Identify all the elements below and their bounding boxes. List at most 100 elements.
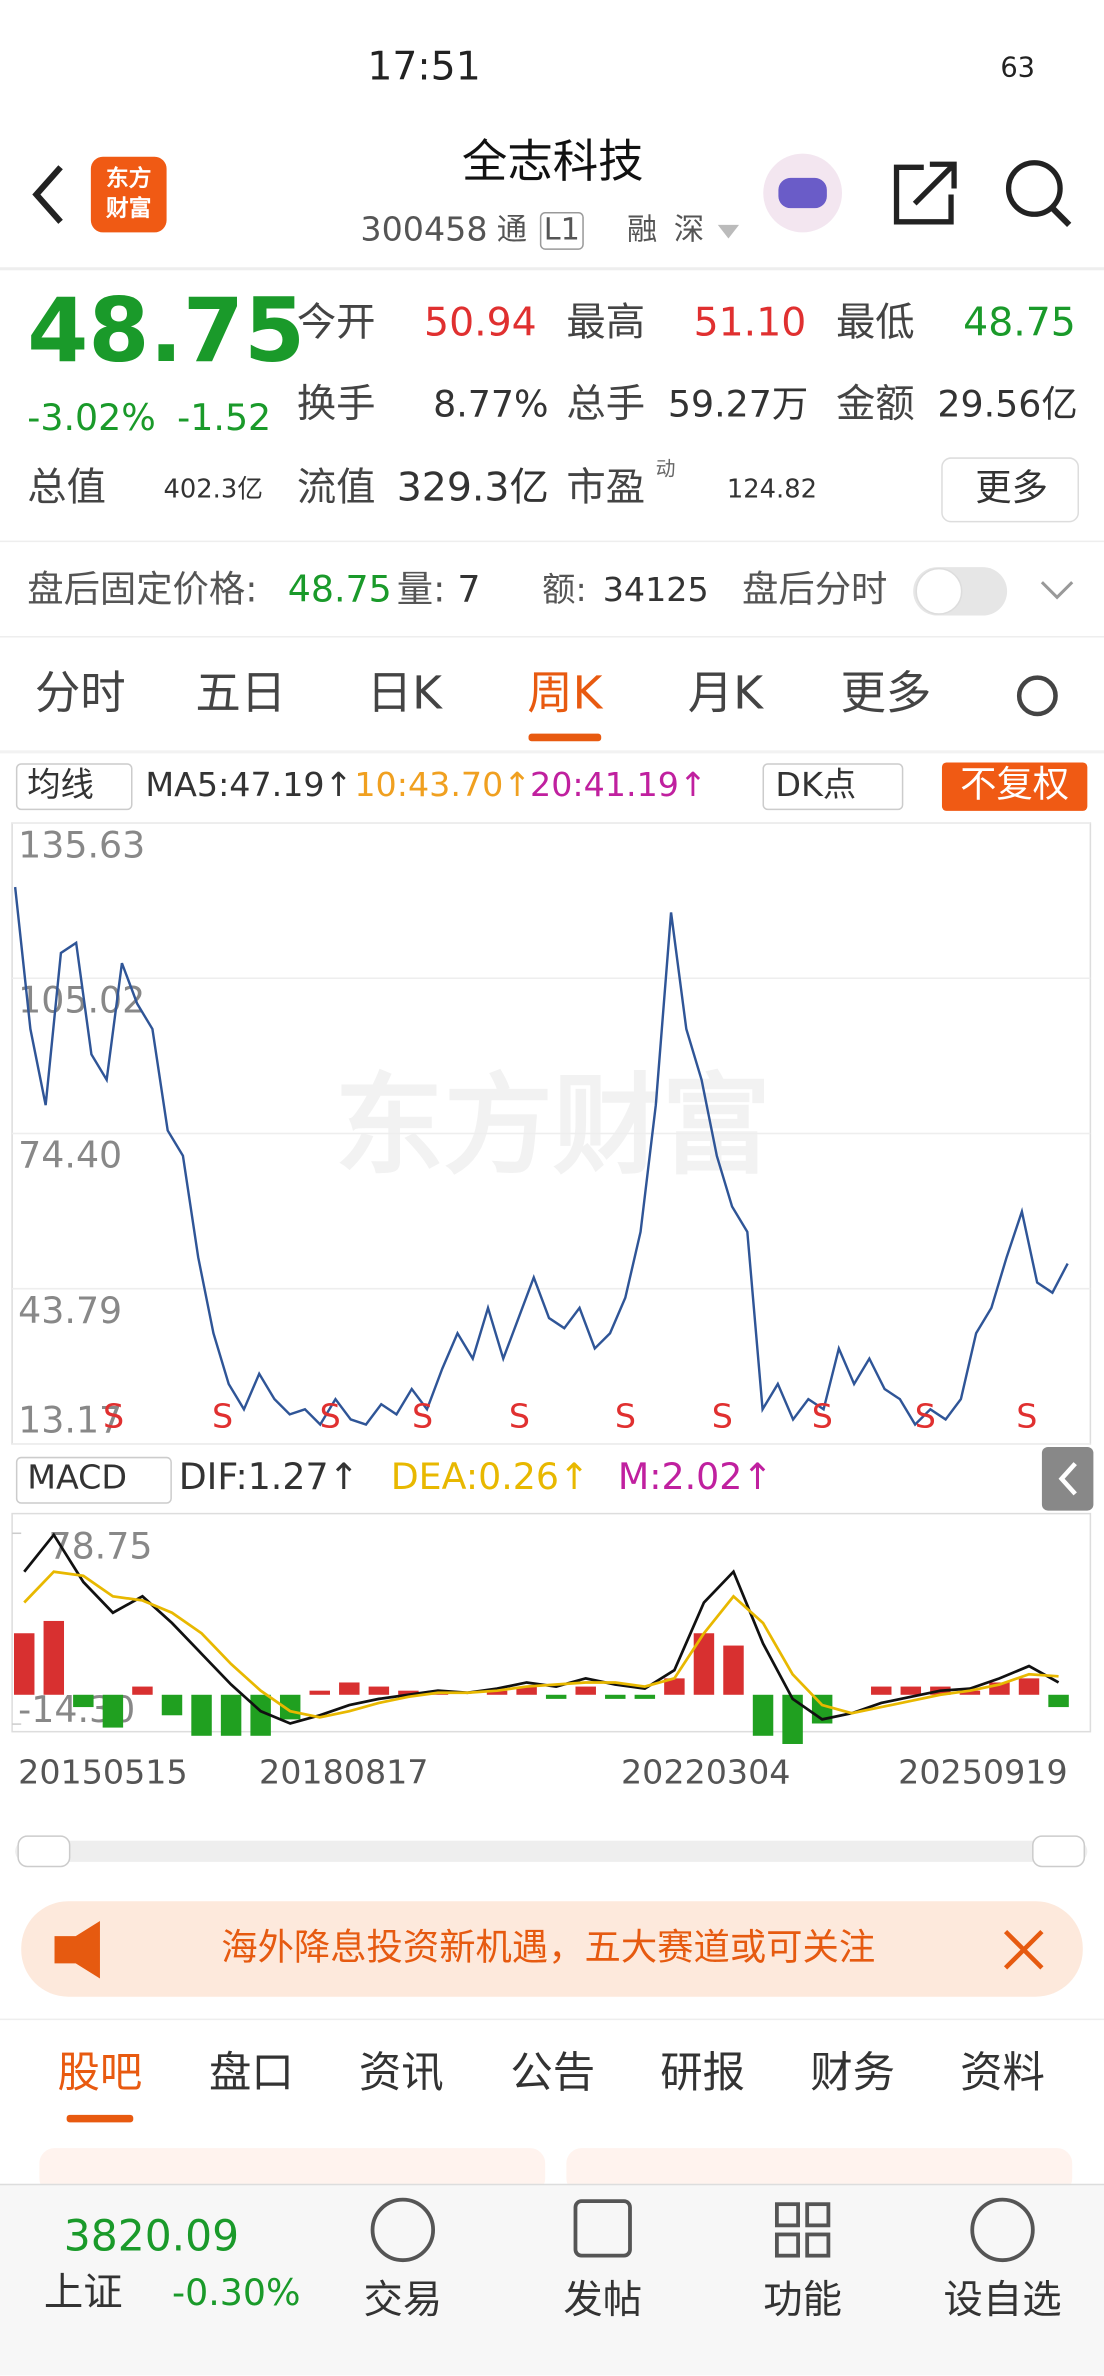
card[interactable]: [566, 2148, 1073, 2194]
bottom-tab[interactable]: 股吧: [58, 2048, 143, 2097]
bottom-tab[interactable]: 财务: [810, 2048, 895, 2097]
search-handle: [1050, 206, 1072, 227]
settings-icon[interactable]: [1016, 675, 1058, 717]
field-label: 总值: [27, 464, 106, 510]
bottom-tab[interactable]: 资料: [960, 2048, 1045, 2097]
watchlist-icon[interactable]: [970, 2197, 1035, 2263]
field-value: 51.10: [694, 299, 807, 345]
macd-bar: [575, 1686, 596, 1695]
scroll-handle[interactable]: [17, 1835, 71, 1868]
watermark: 东方财富: [335, 1062, 771, 1189]
field-label: 总手: [566, 381, 645, 427]
indicator: 均线: [27, 765, 94, 804]
close-banner[interactable]: [1003, 1929, 1044, 1970]
back-button[interactable]: [32, 165, 63, 224]
logo[interactable]: [90, 156, 167, 233]
tab-underline: [528, 733, 602, 742]
tab[interactable]: 更多: [841, 666, 932, 719]
bottom-tab[interactable]: 研报: [660, 2048, 745, 2097]
price-line: [13, 886, 1069, 1427]
tag-box: [539, 211, 584, 250]
stock-code: 300458: [360, 209, 487, 248]
y-tick-label: 78.75: [48, 1524, 152, 1567]
macd-box[interactable]: [15, 1456, 172, 1504]
nav-item[interactable]: 交易: [363, 2277, 442, 2323]
banner[interactable]: [21, 1901, 1083, 1997]
stock-name: 全志科技: [462, 135, 644, 188]
macd-bar: [486, 1690, 508, 1695]
field-label: 金额: [836, 381, 915, 427]
status-time: 17:51: [367, 43, 480, 89]
macd-bar: [13, 1633, 35, 1695]
bottom-nav: [0, 2184, 1104, 2376]
field-label: 最高: [566, 299, 645, 345]
function-icon[interactable]: [774, 2202, 831, 2258]
index-change: -0.30%: [172, 2271, 301, 2314]
x-tick-label: 20180817: [259, 1753, 428, 1792]
macd-bar: [132, 1686, 153, 1695]
scroll-handle[interactable]: [1032, 1835, 1086, 1868]
macd-dea: [23, 1570, 1059, 1719]
tab-underline: [66, 2114, 134, 2123]
macd-bar: [871, 1686, 892, 1695]
macd-bar: [368, 1686, 390, 1695]
toggle-knob: [915, 567, 963, 615]
search-icon[interactable]: [1005, 160, 1063, 217]
bottom-tab[interactable]: 公告: [510, 2048, 595, 2097]
expand-icon[interactable]: [1040, 581, 1074, 600]
field-label: 市盈: [566, 464, 645, 510]
trade-icon[interactable]: [370, 2197, 436, 2263]
dk-point: DK点: [775, 765, 856, 804]
macd-bar: [161, 1694, 183, 1716]
indicator-box[interactable]: [15, 763, 133, 811]
scrollbar[interactable]: [15, 1840, 1088, 1862]
nav-item[interactable]: 发帖: [563, 2277, 642, 2323]
tab[interactable]: 五日: [195, 666, 286, 719]
tag: 通: [497, 212, 527, 247]
more-button: 更多: [975, 466, 1048, 509]
field-value: 50.94: [424, 299, 537, 345]
bottom-tab[interactable]: 资讯: [359, 2048, 444, 2097]
tab[interactable]: 月K: [688, 666, 764, 719]
more-button[interactable]: [941, 457, 1080, 523]
tab[interactable]: 分时: [35, 666, 126, 719]
adjust-box[interactable]: [941, 762, 1088, 811]
macd-bar: [752, 1694, 774, 1736]
macd-bar: [102, 1694, 124, 1728]
macd-bar: [516, 1686, 537, 1695]
dk-box[interactable]: [762, 763, 904, 811]
tab[interactable]: 周K: [527, 666, 603, 719]
macd-bar: [693, 1633, 715, 1695]
bottom-tab[interactable]: 盘口: [209, 2048, 294, 2097]
field-value: 124.82: [727, 474, 817, 504]
macd-bar: [782, 1694, 803, 1744]
side-collapse[interactable]: [1041, 1446, 1094, 1511]
macd-bar: [900, 1686, 922, 1695]
post-icon[interactable]: [573, 2199, 632, 2258]
macd-bar: [545, 1694, 567, 1699]
ma-legend: MA5:47.19↑: [145, 765, 352, 804]
index-name: 上证: [44, 2270, 123, 2316]
share-icon[interactable]: [893, 161, 957, 225]
card[interactable]: [39, 2148, 546, 2194]
nav-item[interactable]: 功能: [763, 2277, 842, 2323]
macd-bar: [309, 1690, 330, 1695]
dropdown-caret[interactable]: [717, 224, 740, 239]
macd-bar: [43, 1620, 65, 1695]
tag: L1: [544, 212, 580, 247]
index-value: 3820.09: [64, 2211, 239, 2260]
signal: S: [103, 1397, 124, 1436]
signal: S: [509, 1397, 530, 1436]
nav-item[interactable]: 设自选: [943, 2277, 1061, 2323]
price: 48.75: [27, 279, 305, 382]
signal: S: [812, 1397, 833, 1436]
tab[interactable]: 日K: [367, 666, 443, 719]
adjust: 不复权: [960, 763, 1069, 806]
field-label: 最低: [836, 299, 915, 345]
megaphone: [54, 1920, 100, 1979]
macd-bar: [220, 1694, 242, 1736]
signal: S: [320, 1397, 341, 1436]
signal: S: [615, 1397, 636, 1436]
field-value: 59.27万: [668, 383, 808, 426]
